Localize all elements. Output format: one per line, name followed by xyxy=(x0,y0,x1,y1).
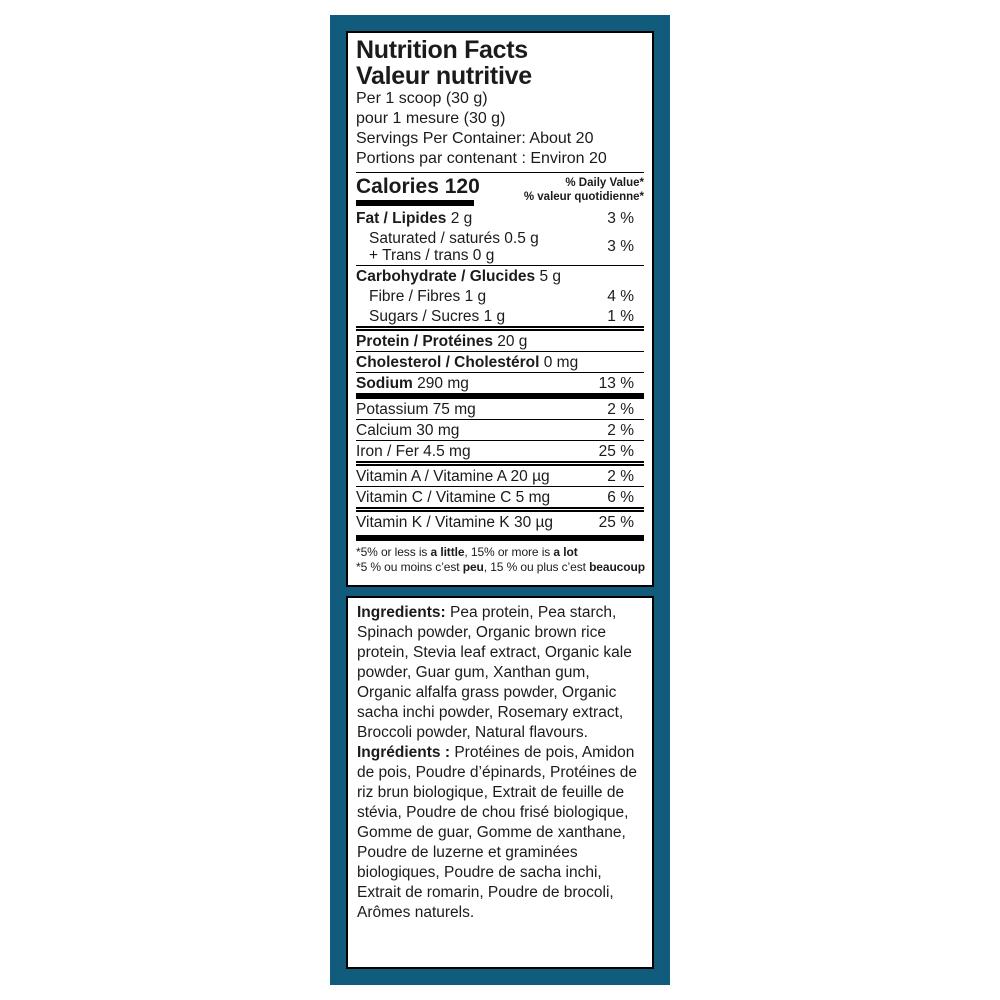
nutrient-name: Vitamin A / Vitamine A 20 µg xyxy=(356,467,550,485)
nutrient-name: Vitamin K / Vitamine K 30 µg xyxy=(356,513,554,531)
nutrient-daily-value-percent: 25 % xyxy=(598,513,634,531)
nutrient-row: Protein / Protéines 20 g xyxy=(356,326,644,351)
calories-underbar xyxy=(356,200,474,206)
nutrient-row: Vitamin K / Vitamine K 30 µg 25 % xyxy=(356,507,644,532)
nutrient-rows: Fat / Lipides 2 g 3 % Saturated / saturés … xyxy=(356,208,644,532)
calories-value: 120 xyxy=(444,175,480,198)
title-en: Nutrition Facts xyxy=(356,36,528,64)
nutrient-name: Protein / Protéines 20 g xyxy=(356,332,528,350)
nutrient-daily-value-percent: 3 % xyxy=(607,209,634,227)
nutrient-daily-value-percent: 2 % xyxy=(607,467,634,485)
footnote: *5% or less is a little, 15% or more is … xyxy=(356,545,578,559)
nutrient-row: Potassium 75 mg 2 % xyxy=(356,393,644,419)
nutrient-row: Fibre / Fibres 1 g 4 % xyxy=(356,286,644,306)
nutrient-row: Vitamin A / Vitamine A 20 µg 2 % xyxy=(356,461,644,486)
nutrient-row: Vitamin C / Vitamine C 5 mg 6 % xyxy=(356,486,644,507)
nutrient-daily-value-percent: 4 % xyxy=(607,287,634,305)
footnote: *5 % ou moins c’est peu, 15 % ou plus c’… xyxy=(356,560,645,574)
nutrient-row: Carbohydrate / Glucides 5 g xyxy=(356,265,644,286)
servings-per-container-en: Servings Per Container: About 20 xyxy=(356,130,594,147)
nutrient-name: Sugars / Sucres 1 g xyxy=(369,307,506,325)
footnote-divider-bar xyxy=(356,535,644,541)
nutrient-name: Saturated / saturés 0.5 g + Trans / trans… xyxy=(369,229,539,264)
daily-value-header: % Daily Value* % valeur quotidienne* xyxy=(524,175,644,204)
ingredients-paragraph: Ingredients: Pea protein, Pea starch, Sp… xyxy=(357,604,632,741)
daily-value-header-en: % Daily Value* xyxy=(565,177,644,189)
nutrient-daily-value-percent: 3 % xyxy=(607,238,634,255)
serving-line-fr: pour 1 mesure (30 g) xyxy=(356,110,506,127)
nutrient-name: Sodium 290 mg xyxy=(356,374,469,392)
nutrient-daily-value-percent: 2 % xyxy=(607,421,634,439)
nutrient-row: Iron / Fer 4.5 mg 25 % xyxy=(356,440,644,461)
nutrient-name: Cholesterol / Cholestérol 0 mg xyxy=(356,353,579,371)
nutrient-row: Calcium 30 mg 2 % xyxy=(356,419,644,440)
nutrient-row: Cholesterol / Cholestérol 0 mg xyxy=(356,351,644,372)
serving-line-en: Per 1 scoop (30 g) xyxy=(356,90,488,107)
nutrient-name: Carbohydrate / Glucides 5 g xyxy=(356,267,562,285)
nutrient-row: Saturated / saturés 0.5 g + Trans / trans… xyxy=(356,228,644,265)
servings-per-container-fr: Portions par contenant : Environ 20 xyxy=(356,150,607,167)
nutrient-row: Sodium 290 mg 13 % xyxy=(356,372,644,393)
calories-text: Calories 120 xyxy=(356,175,480,198)
nutrient-row: Sugars / Sucres 1 g 1 % xyxy=(356,306,644,326)
ingredients-paragraph: Ingrédients : Protéines de pois, Amidon … xyxy=(357,744,638,921)
ingredients-panel: Ingredients: Pea protein, Pea starch, Sp… xyxy=(346,596,654,969)
nutrient-name: Fat / Lipides 2 g xyxy=(356,209,473,227)
nutrient-row: Fat / Lipides 2 g 3 % xyxy=(356,208,644,228)
nutrition-label-card: Nutrition Facts Valeur nutritive Per 1 s… xyxy=(330,15,670,985)
title-fr: Valeur nutritive xyxy=(356,62,532,90)
calories: Calories 120 xyxy=(356,175,480,206)
nutrient-name: Calcium 30 mg xyxy=(356,421,460,439)
nutrient-name: Vitamin C / Vitamine C 5 mg xyxy=(356,488,551,506)
header-divider xyxy=(356,172,644,173)
nutrition-facts-panel: Nutrition Facts Valeur nutritive Per 1 s… xyxy=(346,31,654,587)
nutrient-daily-value-percent: 13 % xyxy=(598,374,634,392)
nutrient-daily-value-percent: 6 % xyxy=(607,488,634,506)
calories-block: Calories 120 % Daily Value* % valeur quo… xyxy=(356,175,644,206)
nutrient-name: Iron / Fer 4.5 mg xyxy=(356,442,471,460)
nutrient-daily-value-percent: 2 % xyxy=(607,400,634,418)
nutrient-daily-value-percent: 25 % xyxy=(598,442,634,460)
nutrient-name: Potassium 75 mg xyxy=(356,400,476,418)
nutrient-daily-value-percent: 1 % xyxy=(607,307,634,325)
serving-info: Per 1 scoop (30 g) pour 1 mesure (30 g) … xyxy=(356,89,644,169)
footnotes: *5% or less is a little, 15% or more is … xyxy=(356,545,645,575)
nutrient-name: Fibre / Fibres 1 g xyxy=(369,287,487,305)
calories-label: Calories xyxy=(356,175,439,198)
daily-value-header-fr: % valeur quotidienne* xyxy=(523,190,644,203)
